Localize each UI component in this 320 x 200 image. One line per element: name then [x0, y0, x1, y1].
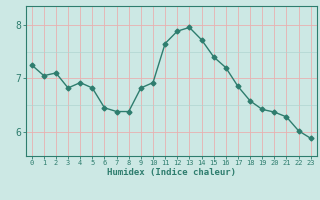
X-axis label: Humidex (Indice chaleur): Humidex (Indice chaleur) — [107, 168, 236, 177]
